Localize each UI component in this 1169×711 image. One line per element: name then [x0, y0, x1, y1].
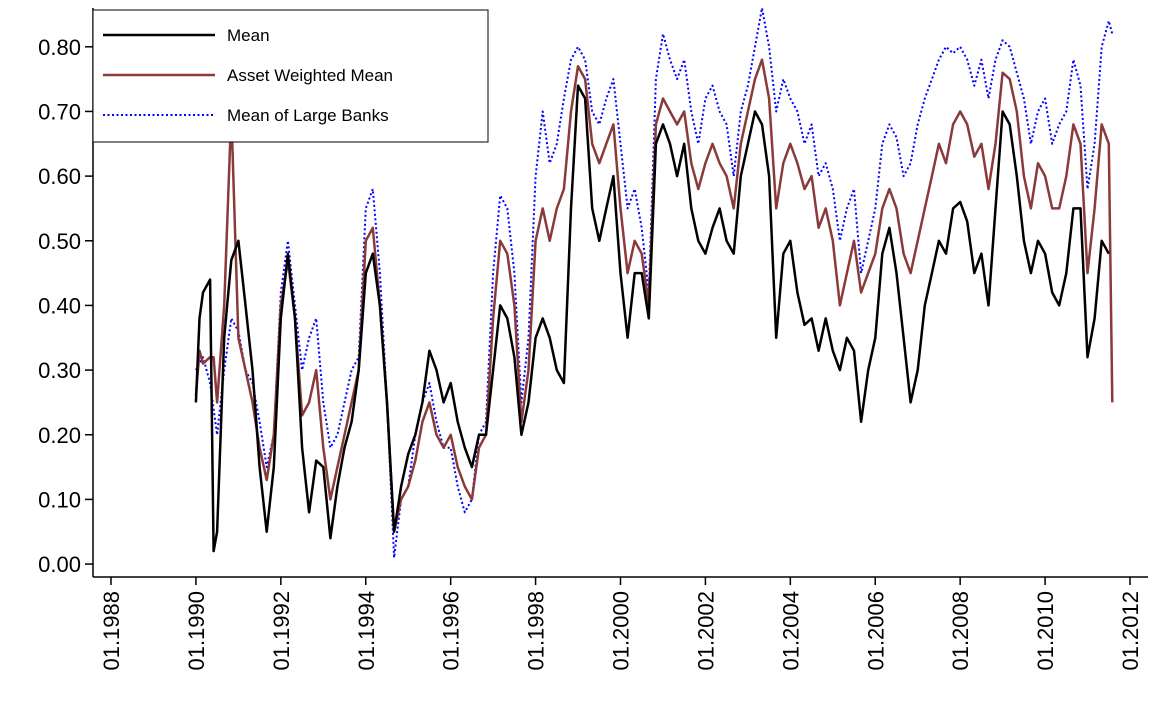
x-tick-label: 01.2002 [693, 591, 718, 671]
y-tick-label: 0.00 [38, 552, 81, 577]
x-tick-label: 01.2004 [778, 591, 803, 671]
legend: Mean Asset Weighted Mean Mean of Large Ban… [92, 9, 489, 143]
y-axis-ticks: 0.00 0.10 0.20 0.30 0.40 0.50 0.60 0.70 0.80 [38, 35, 93, 577]
x-tick-label: 01.2000 [609, 591, 634, 671]
series-line-2 [195, 7, 1114, 559]
x-tick-label: 01.1992 [269, 591, 294, 671]
x-tick-label: 01.1996 [439, 591, 464, 671]
y-tick-label: 0.10 [38, 487, 81, 512]
x-tick-label: 01.1998 [524, 591, 549, 671]
x-tick-label: 01.1990 [184, 591, 209, 671]
y-tick-label: 0.80 [38, 35, 81, 60]
series-line-0 [194, 84, 1110, 553]
legend-label-1: Asset Weighted Mean [227, 66, 393, 85]
x-tick-label: 01.1994 [354, 591, 379, 671]
x-tick-label: 01.1988 [99, 591, 124, 671]
legend-label-2: Mean of Large Banks [227, 106, 389, 125]
x-axis-ticks: 01.1988 01.1990 01.1992 01.1994 01.1996 01.19… [99, 577, 1143, 671]
plot-area: 0.00 0.10 0.20 0.30 0.40 0.50 0.60 0.70 0.80 01.… [38, 7, 1148, 671]
legend-items: Mean Asset Weighted Mean Mean of Large Ban… [103, 26, 393, 125]
y-tick-label: 0.60 [38, 164, 81, 189]
x-tick-label: 01.2010 [1033, 591, 1058, 671]
legend-label-0: Mean [227, 26, 270, 45]
series-layer [194, 7, 1114, 559]
x-tick-label: 01.2012 [1118, 591, 1143, 671]
x-tick-label: 01.2008 [948, 591, 973, 671]
y-tick-label: 0.70 [38, 99, 81, 124]
y-tick-label: 0.20 [38, 423, 81, 448]
x-tick-label: 01.2006 [863, 591, 888, 671]
y-tick-label: 0.30 [38, 358, 81, 383]
y-tick-label: 0.40 [38, 293, 81, 318]
y-tick-label: 0.50 [38, 229, 81, 254]
